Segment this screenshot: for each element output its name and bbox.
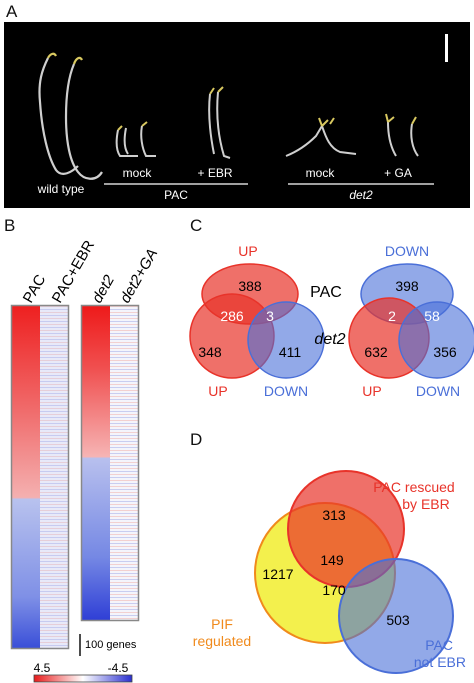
venn-d-regulated: regulated	[193, 633, 251, 649]
venn-c-left-388: 388	[238, 278, 262, 294]
venn-d-figure: PAC rescued by EBR 313 149 1217 170 503 …	[193, 470, 466, 674]
venn-c-right-632: 632	[364, 344, 388, 360]
venn-d-by-ebr: by EBR	[402, 496, 449, 512]
venn-c-right-356: 356	[433, 344, 457, 360]
label-pac: PAC	[164, 188, 188, 202]
venn-c-left-286: 286	[220, 308, 244, 324]
venn-d-not-ebr: not EBR	[414, 654, 466, 670]
label-mock-det2: mock	[306, 166, 336, 180]
label-wild-type: wild type	[37, 182, 85, 196]
panel-label-a: A	[6, 2, 18, 21]
heatmap-det2-block	[80, 304, 140, 622]
venn-d-pac: PAC	[425, 637, 453, 653]
seedling-photo: wild type mock + EBR PAC mock + GA det2	[4, 22, 470, 208]
venn-d-503: 503	[386, 612, 410, 628]
wild-type-seedlings	[38, 52, 103, 180]
venn-c-right-down-top: DOWN	[385, 243, 429, 259]
scale-bar	[445, 34, 448, 62]
venn-d-170: 170	[322, 582, 346, 598]
venn-d-pac-rescued: PAC rescued	[373, 479, 454, 495]
legend-min: -4.5	[108, 661, 129, 675]
venn-c-pac-label: PAC	[310, 284, 342, 301]
col-label-det2-ga: det2+GA	[117, 246, 162, 306]
venn-c-left-411: 411	[279, 344, 302, 360]
venn-c-left-up-bottom: UP	[208, 383, 227, 399]
venn-d-1217: 1217	[262, 566, 293, 582]
venn-c-left: UP 388 286 3 348 411 UP DOWN	[189, 243, 325, 399]
venn-d-313: 313	[322, 507, 346, 523]
venn-c-right-398: 398	[395, 278, 419, 294]
det2-mock-seedlings	[285, 117, 357, 157]
col-label-pac: PAC	[20, 272, 50, 306]
venn-c-right-down-bottom: DOWN	[416, 383, 460, 399]
color-legend	[33, 674, 133, 683]
legend-max: 4.5	[34, 661, 51, 675]
venn-d-notebr-circle	[338, 558, 454, 674]
panel-label-d: D	[190, 430, 203, 449]
pac-mock-seedlings	[115, 121, 156, 157]
pac-ebr-seedlings	[208, 86, 231, 159]
det2-ga-seedlings	[385, 113, 419, 157]
venn-c-right-58: 58	[424, 308, 440, 324]
panel-label-b: B	[4, 216, 16, 235]
panel-label-c: C	[190, 216, 203, 235]
venn-c-left-348: 348	[198, 344, 222, 360]
heatmap-figure: PAC PAC+EBR det2 det2+GA 100 genes 4.5 -…	[10, 237, 162, 683]
venn-c-figure: UP 388 286 3 348 411 UP DOWN PAC det2 DO…	[189, 243, 474, 399]
col-label-det2: det2	[89, 272, 119, 306]
venn-c-right-2: 2	[388, 308, 396, 324]
venn-c-left-up-top: UP	[238, 243, 257, 259]
venn-c-right: DOWN 398 2 58 632 356 UP DOWN	[348, 243, 474, 399]
label-ga: + GA	[384, 166, 412, 180]
venn-d-pif: PIF	[211, 616, 233, 632]
venn-d-149: 149	[320, 552, 344, 568]
venn-c-left-3: 3	[266, 308, 274, 324]
label-mock-pac: mock	[123, 166, 153, 180]
gene-scale-label: 100 genes	[85, 639, 137, 651]
label-ebr: + EBR	[197, 166, 232, 180]
venn-c-det2-label: det2	[314, 331, 345, 348]
label-det2-photo: det2	[349, 188, 373, 202]
venn-c-right-up: UP	[362, 383, 381, 399]
heatmap-pac-block	[10, 304, 70, 650]
venn-c-left-down: DOWN	[264, 383, 308, 399]
